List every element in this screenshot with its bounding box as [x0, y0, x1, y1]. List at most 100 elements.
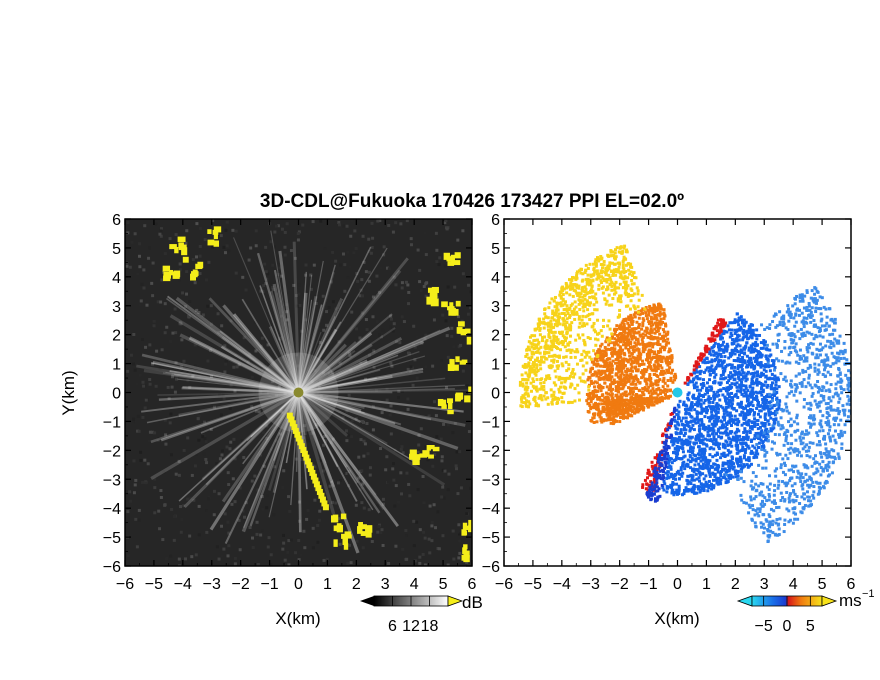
velocity-cell-approaching — [758, 409, 762, 413]
noise-speckle — [313, 487, 317, 491]
echo-ray — [297, 390, 459, 451]
velocity-cell-approaching — [701, 472, 705, 476]
velocity-cell-receding — [615, 404, 619, 408]
velocity-cell-receding — [586, 397, 590, 401]
velocity-cell-receding-far — [550, 394, 554, 398]
velocity-cell-receding-far — [556, 314, 560, 318]
noise-speckle — [228, 447, 232, 451]
noise-speckle — [283, 245, 287, 249]
echo-ray — [178, 391, 300, 502]
velocity-cell-receding-far — [624, 288, 628, 292]
velocity-cell-receding-far — [575, 270, 579, 274]
noise-speckle — [400, 281, 404, 285]
velocity-cell-receding-far — [550, 297, 554, 301]
velocity-cell-approaching — [668, 485, 672, 489]
velocity-cell-receding-far — [568, 316, 572, 320]
high-echo-cell — [182, 256, 189, 263]
velocity-cell-receding-far — [557, 364, 561, 368]
velocity-cell-approaching — [687, 391, 691, 395]
velocity-cell-receding — [587, 402, 591, 406]
noise-speckle — [348, 354, 352, 358]
velocity-cell-receding — [612, 378, 616, 382]
velocity-cell-approaching — [687, 435, 691, 439]
velocity-cell-receding — [613, 405, 617, 409]
noise-speckle — [224, 362, 228, 366]
noise-speckle — [446, 423, 450, 427]
velocity-cell-receding-far — [589, 357, 593, 361]
velocity-cell-approaching — [764, 401, 768, 405]
velocity-cell-approaching — [773, 403, 777, 407]
velocity-cell-approaching — [678, 438, 682, 442]
velocity-cell-receding — [649, 395, 653, 399]
velocity-cell-approaching — [754, 397, 758, 401]
noise-speckle — [263, 262, 267, 266]
velocity-cell-approaching — [744, 415, 748, 419]
velocity-cell-receding — [648, 348, 652, 352]
velocity-cell-receding — [627, 338, 631, 342]
velocity-cell-approaching — [737, 323, 741, 327]
velocity-cell-receding-far — [601, 291, 605, 295]
velocity-cell-receding — [673, 372, 677, 376]
velocity-cell-receding-far — [580, 289, 584, 293]
velocity-cell-receding-far — [605, 299, 609, 303]
velocity-cell-approaching — [745, 332, 749, 336]
velocity-cell-approaching — [755, 328, 759, 332]
velocity-cell-approaching — [752, 396, 756, 400]
echo-ray — [297, 343, 373, 394]
noise-speckle — [234, 354, 238, 358]
velocity-cell-receding — [617, 359, 621, 363]
velocity-cell-receding — [653, 327, 657, 331]
velocity-cell-receding — [658, 378, 662, 382]
velocity-cell-approaching — [670, 485, 674, 489]
noise-speckle — [339, 479, 343, 483]
velocity-cell-receding-far — [558, 322, 562, 326]
velocity-cell-receding-far — [584, 368, 588, 372]
velocity-cell-receding-far — [535, 338, 539, 342]
velocity-cell-receding-far — [562, 287, 566, 291]
noise-speckle — [274, 393, 278, 397]
velocity-cell-approaching — [730, 402, 734, 406]
velocity-cell-approaching — [723, 348, 727, 352]
velocity-cell-approaching — [721, 340, 725, 344]
velocity-cell-receding — [652, 368, 656, 372]
reflectivity-xtick-label: 5 — [439, 576, 448, 593]
noise-speckle — [229, 440, 233, 444]
velocity-cell-approaching — [708, 473, 712, 477]
noise-speckle — [387, 562, 391, 566]
echo-ray — [290, 392, 300, 506]
velocity-cell-receding-far — [528, 348, 532, 352]
velocity-cell-receding-far — [524, 365, 528, 369]
noise-speckle — [446, 395, 450, 399]
noise-speckle — [404, 529, 408, 533]
velocity-cell-receding — [620, 334, 624, 338]
echo-ray — [150, 391, 299, 444]
velocity-cell-approaching — [712, 486, 716, 490]
velocity-cell-receding-far — [550, 330, 554, 334]
velocity-cell-receding-far — [629, 287, 633, 291]
velocity-cell-receding-far — [575, 283, 579, 287]
velocity-cell-receding — [662, 376, 666, 380]
velocity-cell-receding-far — [569, 350, 573, 354]
velocity-cell-approaching — [735, 440, 739, 444]
velocity-cell-receding-far — [592, 349, 596, 353]
velocity-cell-receding — [624, 390, 628, 394]
noise-speckle — [430, 524, 434, 528]
noise-speckle — [261, 368, 265, 372]
velocity-cell-receding-far — [587, 385, 591, 389]
velocity-cell-receding-far — [594, 297, 598, 301]
velocity-cell-approaching — [730, 375, 734, 379]
velocity-cell-receding — [605, 336, 609, 340]
velocity-cell-receding — [621, 416, 625, 420]
echo-ray — [298, 377, 446, 394]
velocity-cell-receding — [639, 399, 643, 403]
velocity-cell-approaching — [730, 382, 734, 386]
velocity-cell-approaching — [709, 415, 713, 419]
noise-speckle — [237, 363, 241, 367]
velocity-cell-receding — [623, 326, 627, 330]
velocity-cell-approaching — [711, 408, 715, 412]
velocity-cell-approaching — [684, 416, 688, 420]
velocity-cell-receding-far — [559, 341, 563, 345]
noise-speckle — [318, 364, 322, 368]
velocity-cell-receding-far — [630, 278, 634, 282]
noise-speckle — [423, 337, 427, 341]
